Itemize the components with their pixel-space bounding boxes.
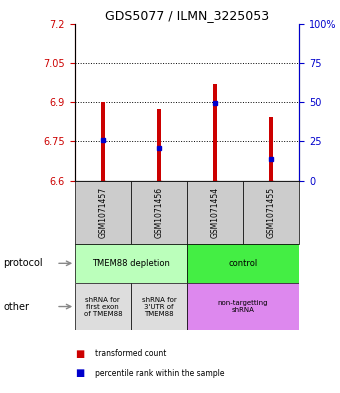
- Bar: [75, 181, 131, 244]
- Bar: [157, 109, 161, 181]
- Text: other: other: [3, 301, 29, 312]
- Bar: [131, 181, 187, 244]
- Text: ■: ■: [75, 349, 84, 359]
- Bar: [75, 283, 131, 330]
- Bar: [187, 283, 299, 330]
- Text: shRNA for
3'UTR of
TMEM88: shRNA for 3'UTR of TMEM88: [141, 297, 176, 316]
- Text: GSM1071456: GSM1071456: [154, 187, 164, 238]
- Title: GDS5077 / ILMN_3225053: GDS5077 / ILMN_3225053: [105, 9, 269, 22]
- Text: ■: ■: [75, 368, 84, 378]
- Bar: [243, 181, 299, 244]
- Text: shRNA for
first exon
of TMEM88: shRNA for first exon of TMEM88: [84, 297, 122, 316]
- Bar: [187, 244, 299, 283]
- Bar: [131, 283, 187, 330]
- Bar: [101, 102, 105, 181]
- Bar: [269, 117, 273, 181]
- Bar: [187, 181, 243, 244]
- Text: control: control: [228, 259, 258, 268]
- Text: non-targetting
shRNA: non-targetting shRNA: [218, 300, 268, 313]
- Text: transformed count: transformed count: [95, 349, 167, 358]
- Text: percentile rank within the sample: percentile rank within the sample: [95, 369, 225, 378]
- Text: protocol: protocol: [3, 258, 43, 268]
- Text: GSM1071455: GSM1071455: [267, 187, 276, 238]
- Bar: [213, 84, 217, 181]
- Text: GSM1071457: GSM1071457: [98, 187, 107, 238]
- Text: TMEM88 depletion: TMEM88 depletion: [92, 259, 170, 268]
- Bar: [75, 244, 187, 283]
- Text: GSM1071454: GSM1071454: [210, 187, 220, 238]
